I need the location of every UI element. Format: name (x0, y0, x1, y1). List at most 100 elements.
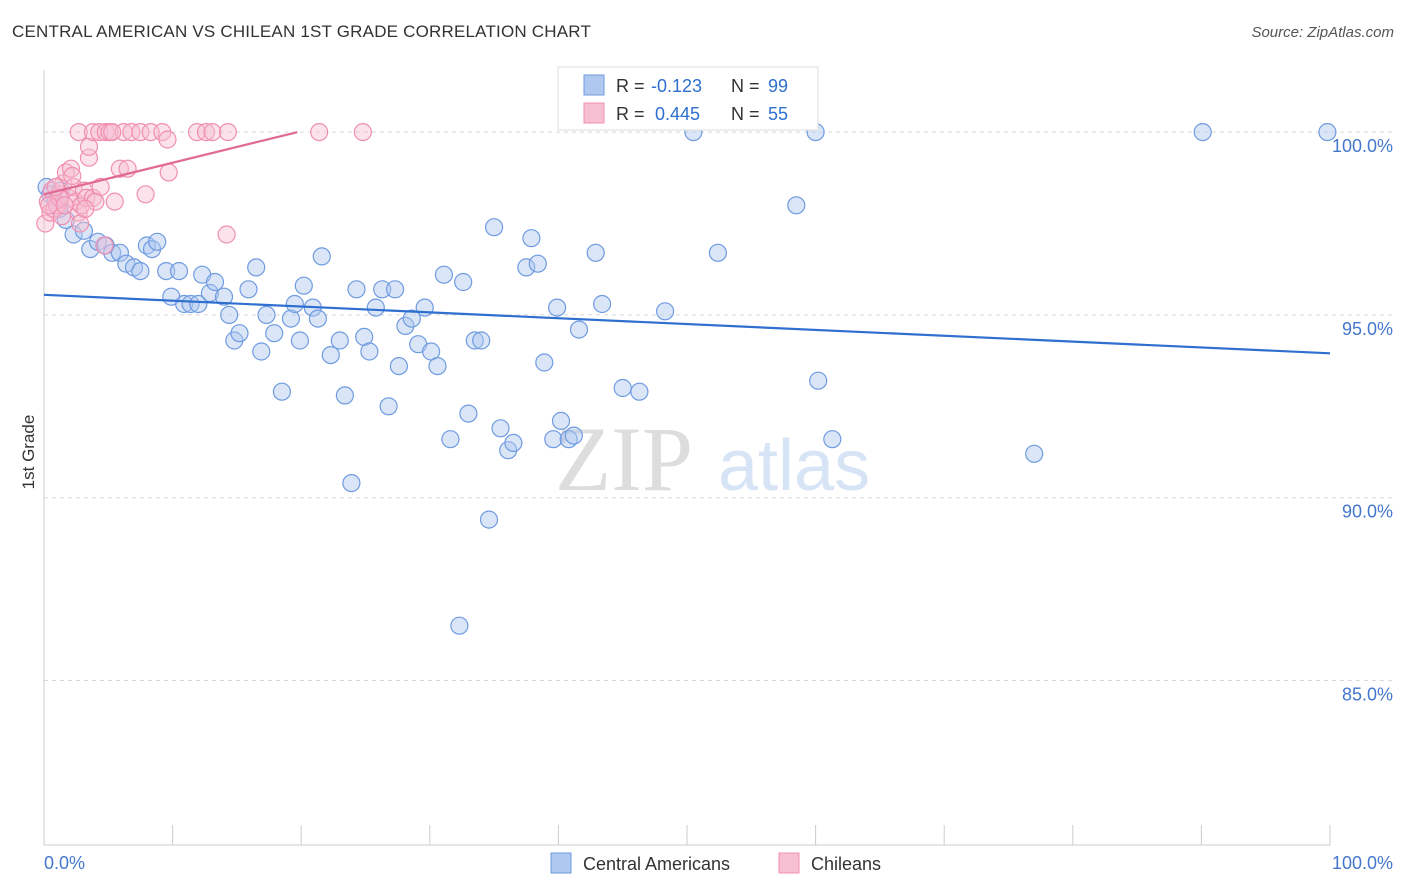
point-central-28 (214, 287, 234, 306)
point-central-53 (373, 280, 392, 299)
point-central-27 (205, 272, 225, 292)
point-central-29 (220, 305, 239, 324)
trendline-chilean (43, 131, 298, 196)
bottom-legend: Central Americans Chileans (550, 852, 881, 874)
stats-r-label-central: R = (616, 76, 645, 96)
point-central-63 (434, 265, 453, 284)
point-central-81 (559, 430, 578, 449)
point-chilean-44 (310, 123, 329, 142)
point-central-44 (312, 247, 331, 266)
point-central-19 (157, 262, 176, 281)
point-chilean-29 (79, 137, 99, 156)
point-central-87 (630, 382, 649, 401)
point-central-85 (592, 294, 612, 314)
chart-source: Source: ZipAtlas.com (1251, 24, 1394, 41)
point-central-82 (564, 426, 583, 445)
point-central-54 (379, 397, 398, 416)
watermark-atlas: atlas (718, 426, 870, 506)
point-central-57 (396, 316, 415, 335)
legend-swatch-central (550, 852, 572, 874)
point-central-68 (472, 331, 491, 350)
grid-layer (44, 131, 1393, 681)
legend-swatch-chilean (778, 852, 800, 874)
point-chilean-27 (159, 163, 178, 182)
point-chilean-45 (353, 123, 372, 142)
point-central-21 (169, 262, 189, 281)
point-central-94 (823, 430, 842, 449)
point-central-5 (64, 225, 83, 244)
stats-n-label-chilean: N = (731, 104, 760, 124)
point-central-79 (547, 298, 567, 317)
trend-layer (43, 131, 1331, 355)
point-chilean-0 (36, 214, 55, 233)
point-central-35 (257, 305, 276, 324)
point-chilean-43 (218, 123, 237, 142)
point-central-98 (450, 616, 469, 635)
point-central-74 (517, 258, 536, 277)
point-central-73 (504, 433, 523, 452)
point-central-66 (459, 404, 478, 423)
point-central-62 (428, 357, 447, 376)
stats-r-label-chilean: R = (616, 104, 645, 124)
point-central-22 (175, 294, 194, 314)
point-central-15 (131, 262, 150, 281)
point-central-12 (110, 243, 130, 262)
points-layer (36, 123, 1337, 635)
stats-n-value-central: 99 (768, 76, 788, 96)
point-chilean-31 (90, 123, 109, 142)
stats-n-label-central: N = (731, 76, 760, 96)
y-tick-label-0: 100.0% (1332, 136, 1393, 156)
point-central-55 (386, 280, 405, 299)
point-central-65 (454, 272, 473, 292)
point-central-56 (389, 357, 408, 376)
point-chilean-11 (61, 159, 81, 178)
point-central-75 (522, 229, 541, 248)
point-central-84 (586, 243, 605, 262)
stats-swatch-central (583, 74, 605, 96)
watermark-zip: ZIP (555, 408, 693, 510)
point-central-83 (569, 320, 589, 339)
stats-r-value-chilean: 0.445 (655, 104, 700, 124)
point-central-16 (137, 236, 156, 255)
point-chilean-18 (79, 148, 99, 167)
point-central-33 (247, 258, 266, 277)
point-central-34 (252, 342, 271, 361)
point-central-47 (335, 386, 354, 405)
point-central-18 (148, 232, 167, 251)
y-tick-label-1: 95.0% (1342, 319, 1393, 339)
x-tick-label-left: 0.0% (44, 853, 85, 873)
point-central-97 (1318, 123, 1337, 142)
point-central-24 (189, 294, 208, 314)
point-central-45 (321, 346, 340, 365)
point-chilean-26 (136, 185, 155, 204)
point-chilean-23 (105, 192, 124, 211)
stats-r-value-central: -0.123 (651, 76, 702, 96)
point-chilean-52 (76, 199, 95, 218)
point-central-40 (290, 331, 309, 350)
point-central-76 (528, 254, 547, 273)
point-central-93 (809, 371, 828, 390)
point-central-91 (787, 196, 806, 215)
point-chilean-28 (69, 123, 88, 142)
point-central-78 (544, 430, 563, 449)
point-central-39 (285, 294, 304, 314)
stats-legend: R = -0.123 N = 99 R = 0.445 N = 55 (557, 66, 819, 131)
point-chilean-54 (103, 123, 122, 142)
point-central-49 (347, 280, 366, 299)
point-central-52 (366, 298, 385, 317)
point-chilean-36 (131, 123, 150, 142)
point-chilean-48 (39, 196, 59, 215)
trendline-central (43, 293, 1331, 355)
point-central-77 (535, 353, 554, 372)
point-central-67 (465, 331, 484, 350)
point-chilean-32 (96, 123, 115, 142)
point-central-88 (655, 302, 675, 321)
point-central-70 (485, 218, 504, 237)
point-chilean-22 (95, 236, 114, 255)
point-chilean-24 (110, 159, 130, 178)
chart-title: CENTRAL AMERICAN VS CHILEAN 1ST GRADE CO… (12, 22, 592, 41)
point-central-37 (272, 382, 291, 401)
y-tick-label-3: 85.0% (1342, 684, 1393, 704)
point-central-23 (181, 294, 200, 314)
